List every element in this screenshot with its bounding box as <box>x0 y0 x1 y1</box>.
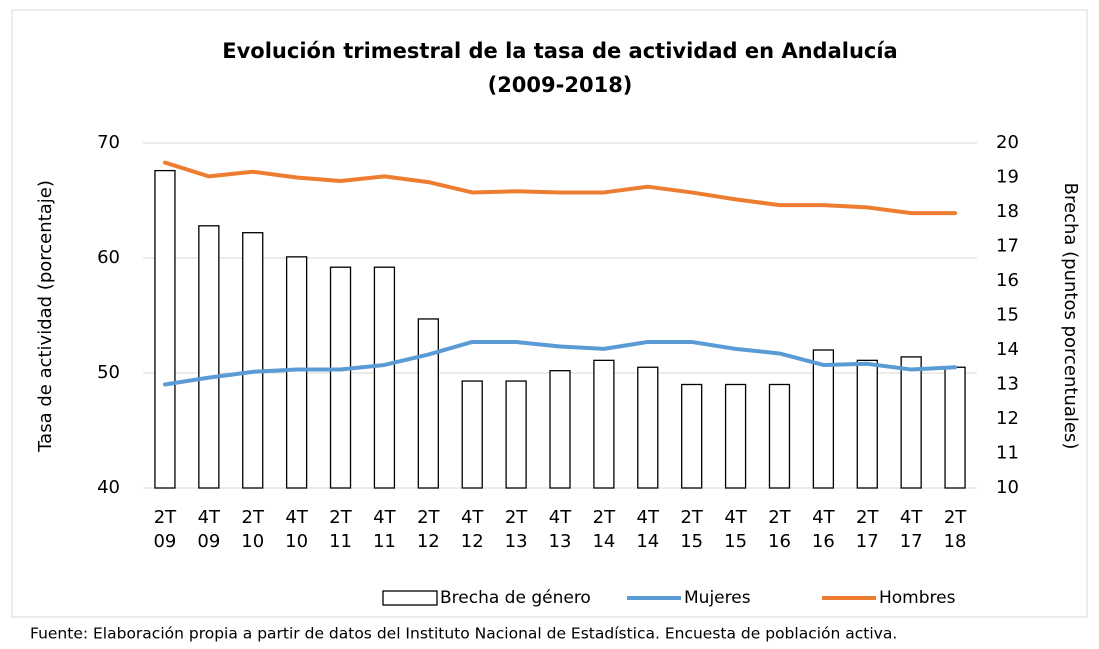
x-tick-label: 2T 15 <box>680 507 704 552</box>
x-tick-label: 4T 16 <box>811 507 835 552</box>
bar <box>285 256 308 489</box>
x-tick-label: 2T 17 <box>855 507 879 552</box>
bar <box>768 383 791 489</box>
bar <box>593 359 615 489</box>
x-tick-label: 2T 09 <box>153 507 177 552</box>
chart-title: (2009-2018) <box>488 73 633 97</box>
x-tick-label: 4T 09 <box>197 507 221 552</box>
y2-tick-label: 11 <box>996 443 1019 464</box>
y-axis-label: Tasa de actividad (porcentaje) <box>35 180 56 453</box>
bar <box>856 359 878 489</box>
y-tick-label: 70 <box>97 132 120 153</box>
bar <box>944 366 966 489</box>
bar <box>637 366 659 489</box>
source-note: Fuente: Elaboración propia a partir de d… <box>30 625 897 643</box>
bar <box>505 380 527 489</box>
bar <box>681 383 703 489</box>
y2-tick-label: 14 <box>996 339 1019 360</box>
x-tick-label: 2T 10 <box>241 507 265 552</box>
legend-label: Mujeres <box>684 588 751 608</box>
x-tick-label: 4T 13 <box>548 507 572 552</box>
chart-title: Evolución trimestral de la tasa de activ… <box>222 39 897 63</box>
x-tick-label: 4T 14 <box>636 507 660 552</box>
bar <box>242 232 264 489</box>
y2-tick-label: 20 <box>996 132 1019 153</box>
bar <box>900 356 922 489</box>
x-tick-label: 4T 12 <box>460 507 484 552</box>
x-tick-label: 4T 17 <box>899 507 923 552</box>
legend-label: Brecha de género <box>440 588 591 608</box>
legend-label: Hombres <box>879 588 956 608</box>
y2-tick-label: 18 <box>996 201 1019 222</box>
y-tick-label: 40 <box>97 477 120 498</box>
y2-tick-label: 12 <box>996 408 1019 429</box>
bar <box>549 370 571 489</box>
bar <box>373 266 396 489</box>
y2-axis-label: Brecha (puntos porcentuales) <box>1060 183 1081 450</box>
y2-tick-label: 15 <box>996 305 1019 326</box>
chart-border <box>11 9 1088 618</box>
y-tick-label: 60 <box>97 247 120 268</box>
legend-swatch <box>382 590 438 606</box>
x-tick-label: 4T 15 <box>724 507 748 552</box>
y2-tick-label: 10 <box>996 477 1019 498</box>
x-tick-label: 2T 16 <box>768 507 791 552</box>
x-tick-label: 2T 12 <box>416 507 440 552</box>
bar <box>329 266 352 489</box>
y2-tick-label: 16 <box>996 270 1019 291</box>
bar <box>724 383 747 489</box>
bar <box>154 169 176 489</box>
y-tick-label: 50 <box>97 362 120 383</box>
x-tick-label: 4T 11 <box>372 507 396 552</box>
line <box>162 339 958 387</box>
y2-tick-label: 19 <box>996 167 1019 188</box>
y2-tick-label: 17 <box>996 236 1019 257</box>
x-tick-label: 4T 10 <box>285 507 309 552</box>
bar <box>461 380 483 489</box>
x-tick-label: 2T 14 <box>592 507 616 552</box>
bar <box>198 225 220 489</box>
y2-tick-label: 13 <box>996 374 1019 395</box>
x-tick-label: 2T 18 <box>943 507 967 552</box>
x-tick-label: 2T 13 <box>504 507 528 552</box>
bar <box>812 349 835 489</box>
line <box>162 160 958 216</box>
x-tick-label: 2T 11 <box>329 507 352 552</box>
bar <box>417 318 439 489</box>
